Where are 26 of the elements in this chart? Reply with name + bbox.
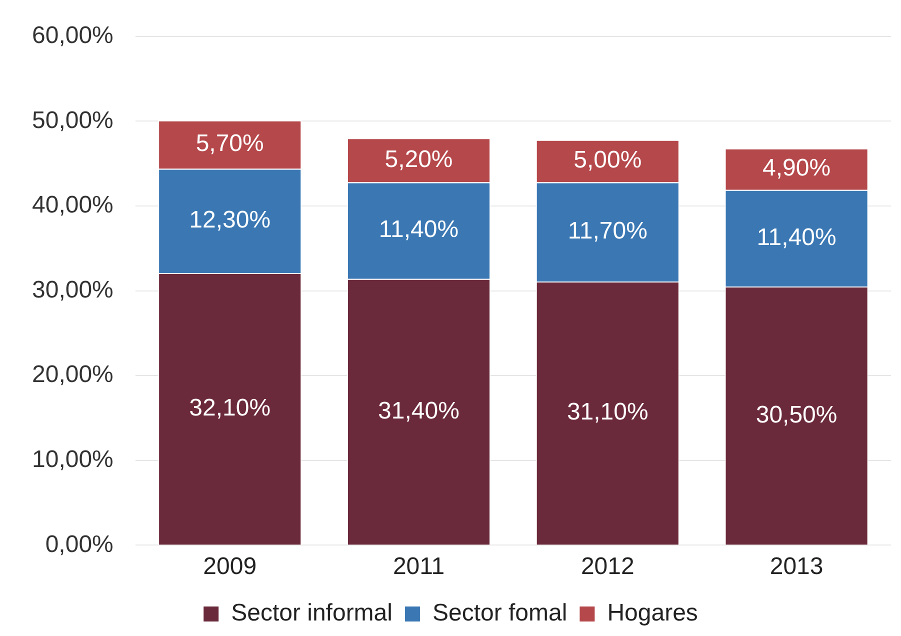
data-label: 5,00%	[574, 146, 642, 174]
data-label: 30,50%	[756, 401, 838, 428]
data-label: 12,30%	[189, 206, 271, 234]
data-label: 11,70%	[568, 217, 648, 244]
data-label: 5,20%	[384, 146, 453, 173]
x-tick-label: 2009	[203, 553, 257, 580]
x-tick-label: 2011	[392, 553, 445, 580]
data-label: 4,90%	[762, 154, 831, 182]
y-tick-label: 20,00%	[32, 361, 114, 388]
data-label: 5,70%	[196, 130, 264, 158]
legend-label: Hogares	[607, 600, 698, 627]
y-tick-label: 60,00%	[32, 22, 114, 50]
data-label: 32,10%	[189, 394, 271, 422]
y-tick-label: 10,00%	[32, 446, 114, 474]
data-label: 31,10%	[566, 398, 648, 426]
y-tick-label: 40,00%	[32, 192, 114, 219]
data-label: 11,40%	[756, 224, 836, 251]
x-tick-label: 2012	[580, 553, 634, 580]
data-label: 11,40%	[378, 216, 459, 244]
data-label: 31,40%	[378, 397, 460, 424]
y-tick-label: 0,00%	[45, 530, 114, 558]
legend-label: Sector fomal	[432, 600, 568, 627]
x-tick-label: 2013	[770, 553, 824, 580]
y-tick-label: 30,00%	[32, 276, 114, 304]
y-tick-label: 50,00%	[32, 106, 114, 134]
legend-label: Sector informal	[231, 600, 392, 627]
